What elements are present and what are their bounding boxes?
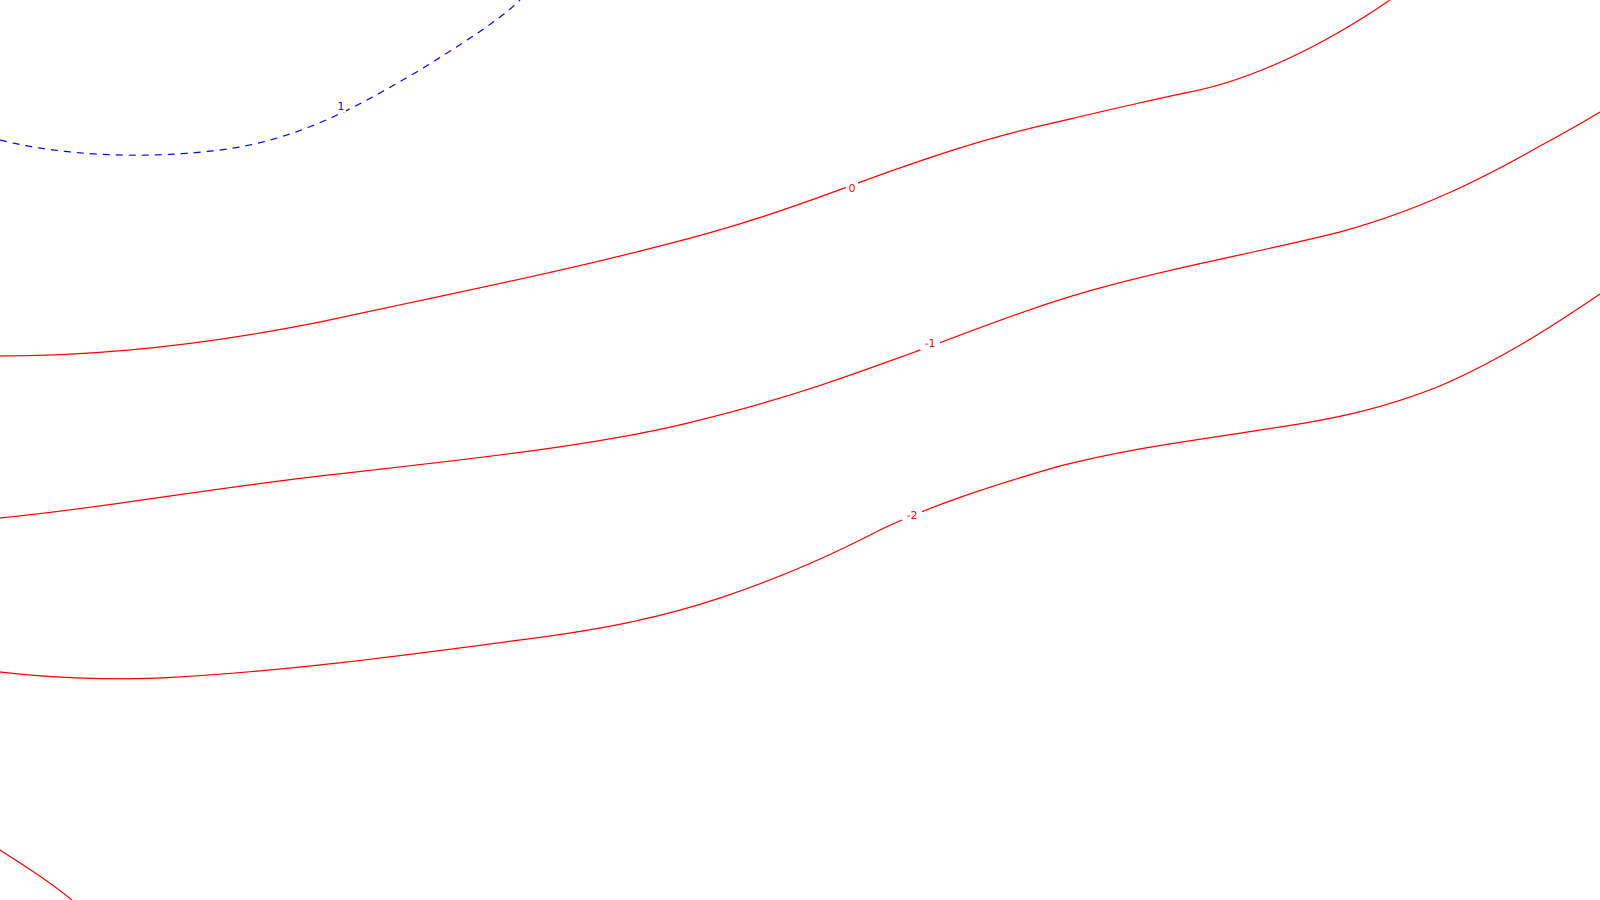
- contour-line-level-minus-3: [0, 849, 73, 900]
- contour-line-level-minus-2: [0, 293, 1600, 680]
- contour-label-text-1: 1: [338, 100, 345, 113]
- contour-label-text-0: 0: [849, 182, 856, 195]
- contour-label-level-1: 1: [336, 100, 346, 113]
- contour-label-level-0: 0: [846, 182, 858, 195]
- contour-label-text-minus-1: -1: [925, 337, 936, 350]
- contour-label-text-minus-2: -2: [907, 509, 918, 522]
- contour-label-level-minus-1: -1: [920, 336, 940, 350]
- contour-line-level-0: [0, 0, 1391, 357]
- contour-line-level-1: [0, 0, 521, 156]
- contour-label-level-minus-2: -2: [902, 508, 922, 522]
